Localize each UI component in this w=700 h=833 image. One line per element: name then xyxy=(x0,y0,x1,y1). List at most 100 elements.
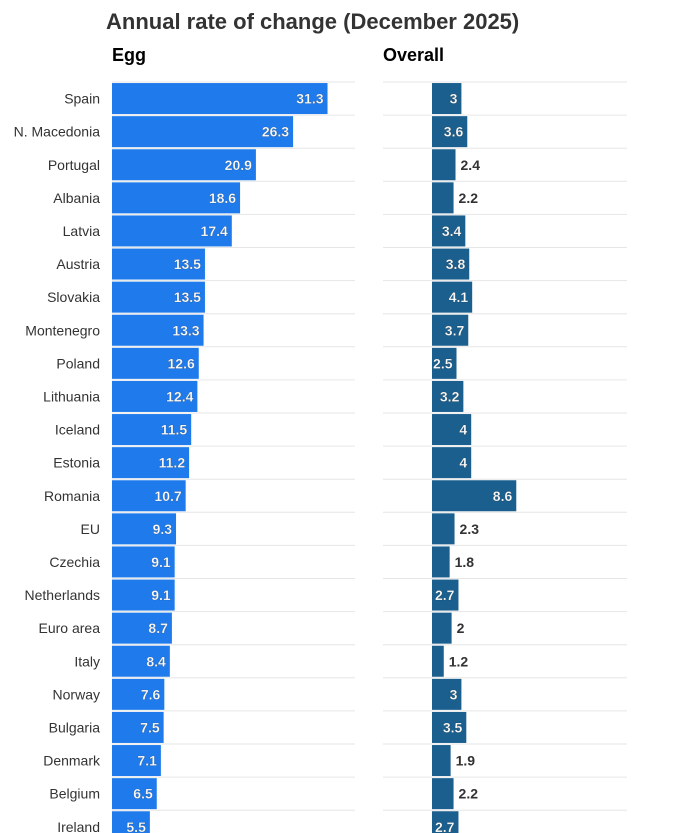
egg-value-label: 13.5 xyxy=(174,256,201,272)
overall-bar-spain xyxy=(432,83,462,115)
egg-bar-czechia xyxy=(112,546,175,578)
overall-value-label: 3.4 xyxy=(442,223,462,239)
egg-bar-eu xyxy=(112,513,177,545)
egg-bar-albania xyxy=(112,182,241,214)
egg-value-label: 8.7 xyxy=(148,620,168,636)
overall-value-label: 3.6 xyxy=(444,124,464,140)
egg-value-label: 31.3 xyxy=(296,91,323,107)
overall-value-label: 3 xyxy=(450,686,458,702)
category-label-bulgaria: Bulgaria xyxy=(49,719,101,735)
category-label-lithuania: Lithuania xyxy=(43,388,100,404)
egg-value-label: 10.7 xyxy=(154,488,181,504)
overall-bar-belgium xyxy=(432,778,454,810)
category-label-austria: Austria xyxy=(56,256,100,272)
egg-value-label: 7.1 xyxy=(137,753,157,769)
overall-value-label: 2.2 xyxy=(459,786,479,802)
overall-bar-ireland xyxy=(432,811,459,833)
egg-bar-montenegro xyxy=(112,314,204,346)
egg-bar-n-macedonia xyxy=(112,116,294,148)
category-label-slovakia: Slovakia xyxy=(47,289,100,305)
overall-value-label: 4 xyxy=(459,455,467,471)
category-label-netherlands: Netherlands xyxy=(25,587,101,603)
overall-bar-norway xyxy=(432,678,462,710)
category-label-italy: Italy xyxy=(74,653,100,669)
overall-value-label: 2.4 xyxy=(461,157,481,173)
egg-value-label: 17.4 xyxy=(201,223,228,239)
egg-bar-belgium xyxy=(112,778,157,810)
overall-bar-netherlands xyxy=(432,579,459,611)
overall-bar-austria xyxy=(432,248,470,280)
egg-value-label: 26.3 xyxy=(262,124,289,140)
egg-value-label: 6.5 xyxy=(133,786,153,802)
category-label-norway: Norway xyxy=(53,686,100,702)
egg-panel-title: Egg xyxy=(112,45,146,65)
egg-value-label: 7.5 xyxy=(140,719,160,735)
overall-bar-portugal xyxy=(432,149,456,181)
egg-value-label: 8.4 xyxy=(146,653,166,669)
category-label-albania: Albania xyxy=(53,190,100,206)
overall-value-label: 1.9 xyxy=(456,753,476,769)
overall-bar-albania xyxy=(432,182,454,214)
overall-value-label: 3 xyxy=(450,91,458,107)
egg-bar-romania xyxy=(112,480,186,512)
egg-value-label: 20.9 xyxy=(225,157,252,173)
egg-value-label: 7.6 xyxy=(141,686,161,702)
overall-bar-n-macedonia xyxy=(432,116,468,148)
category-label-euro-area: Euro area xyxy=(39,620,101,636)
overall-value-label: 3.7 xyxy=(445,322,465,338)
egg-bar-lithuania xyxy=(112,380,198,412)
egg-bar-denmark xyxy=(112,745,161,777)
overall-value-label: 1.2 xyxy=(449,653,469,669)
overall-bar-montenegro xyxy=(432,314,469,346)
overall-bar-eu xyxy=(432,513,455,545)
overall-value-label: 1.8 xyxy=(455,554,475,570)
egg-value-label: 11.5 xyxy=(161,422,188,438)
overall-bar-italy xyxy=(432,645,444,677)
overall-bar-iceland xyxy=(432,414,472,446)
overall-value-label: 2 xyxy=(457,620,465,636)
egg-value-label: 13.3 xyxy=(172,322,199,338)
egg-bar-latvia xyxy=(112,215,232,247)
egg-bar-estonia xyxy=(112,447,190,479)
overall-bar-bulgaria xyxy=(432,711,467,743)
chart-title: Annual rate of change (December 2025) xyxy=(106,9,520,34)
egg-bar-norway xyxy=(112,678,165,710)
overall-value-label: 2.3 xyxy=(460,521,480,537)
category-label-eu: EU xyxy=(81,521,100,537)
category-label-montenegro: Montenegro xyxy=(25,322,100,338)
egg-value-label: 12.4 xyxy=(166,388,193,404)
overall-value-label: 3.5 xyxy=(443,719,463,735)
egg-value-label: 12.6 xyxy=(168,355,195,371)
egg-bar-poland xyxy=(112,347,199,379)
overall-bar-czechia xyxy=(432,546,450,578)
category-label-czechia: Czechia xyxy=(49,554,100,570)
egg-bar-netherlands xyxy=(112,579,175,611)
egg-value-label: 11.2 xyxy=(159,455,186,471)
egg-bar-italy xyxy=(112,645,170,677)
egg-value-label: 13.5 xyxy=(174,289,201,305)
overall-value-label: 2.5 xyxy=(433,355,453,371)
egg-bar-ireland xyxy=(112,811,150,833)
egg-value-label: 9.3 xyxy=(153,521,173,537)
egg-bar-austria xyxy=(112,248,205,280)
egg-bar-euro-area xyxy=(112,612,172,644)
category-label-ireland: Ireland xyxy=(57,819,100,833)
category-label-denmark: Denmark xyxy=(43,753,101,769)
overall-value-label: 4 xyxy=(459,422,467,438)
egg-bar-spain xyxy=(112,83,328,115)
egg-bar-slovakia xyxy=(112,281,205,313)
overall-bar-poland xyxy=(432,347,457,379)
overall-value-label: 3.8 xyxy=(446,256,466,272)
overall-panel-title: Overall xyxy=(383,45,445,65)
category-label-belgium: Belgium xyxy=(49,786,100,802)
overall-value-label: 8.6 xyxy=(493,488,513,504)
overall-bar-euro-area xyxy=(432,612,452,644)
category-label-n-macedonia: N. Macedonia xyxy=(14,124,101,140)
egg-bar-bulgaria xyxy=(112,711,164,743)
egg-bar-iceland xyxy=(112,414,192,446)
overall-bar-denmark xyxy=(432,745,451,777)
overall-value-label: 2.7 xyxy=(435,587,455,603)
overall-value-label: 2.2 xyxy=(459,190,479,206)
overall-bar-romania xyxy=(432,480,517,512)
